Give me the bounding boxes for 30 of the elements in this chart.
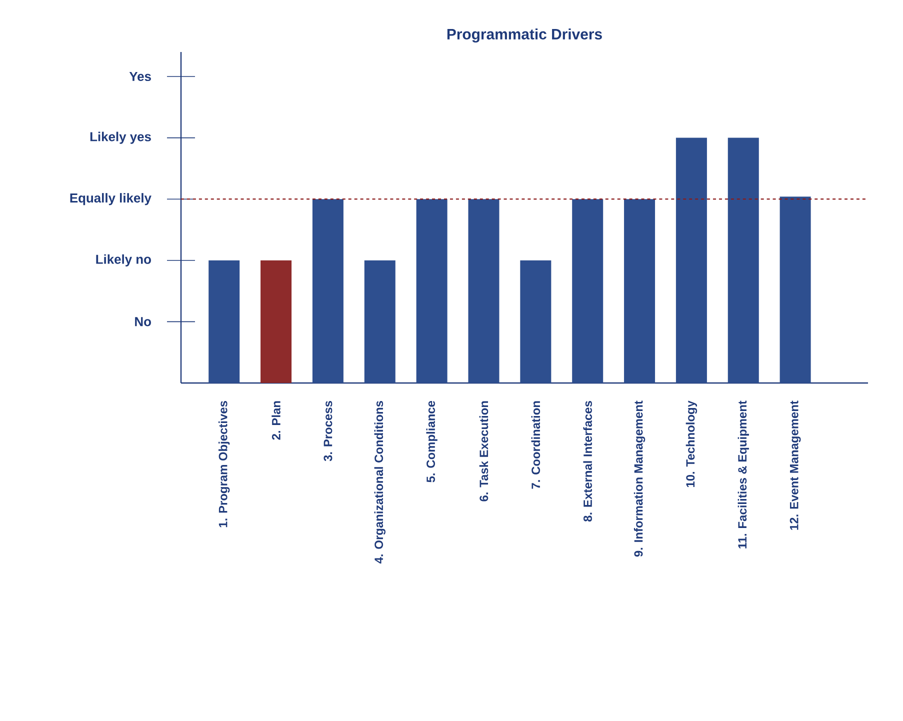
text: Likely yes <box>90 132 151 144</box>
chart-title: Programmatic Drivers <box>447 28 602 42</box>
bar <box>260 260 292 383</box>
bar <box>416 199 448 383</box>
x-tick-label: 12. Event Management <box>790 400 801 530</box>
text: Yes <box>129 72 151 82</box>
x-tick-label: 4. Organizational Conditions <box>374 400 386 564</box>
x-tick-label: 2. Plan <box>272 401 280 440</box>
text: Equally likely <box>70 193 152 206</box>
x-tick-label: 7. Coordination <box>531 401 540 489</box>
bar <box>624 199 656 383</box>
text: No <box>135 317 151 326</box>
bar <box>312 199 344 383</box>
text: Likely no <box>96 254 151 266</box>
bar <box>364 260 396 383</box>
bar <box>208 260 240 383</box>
bar <box>572 199 604 383</box>
bar <box>780 196 811 383</box>
bar <box>728 138 759 383</box>
x-tick-label: 1. Program Objectives <box>218 401 230 528</box>
x-tick-label: 10. Technology <box>686 400 698 488</box>
x-tick-label: 11. Facilities & Equipment <box>738 400 749 548</box>
x-tick-label: 5. Compliance <box>426 400 438 482</box>
x-tick-label: 9. Information Management <box>634 400 646 557</box>
x-tick-label: 8. External Interfaces <box>583 401 592 522</box>
bar <box>520 260 552 383</box>
x-tick-label: 3. Process <box>324 401 332 462</box>
bar <box>468 199 500 383</box>
bar <box>676 138 707 383</box>
x-tick-label: 6. Task Execution <box>479 401 488 502</box>
